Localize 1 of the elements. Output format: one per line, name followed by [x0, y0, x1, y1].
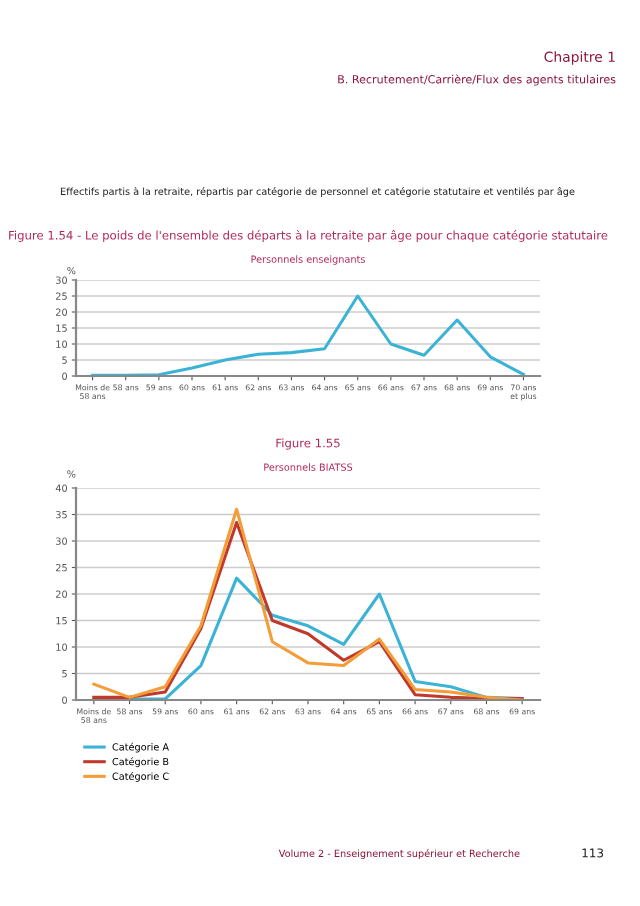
- line-series: [91, 294, 525, 376]
